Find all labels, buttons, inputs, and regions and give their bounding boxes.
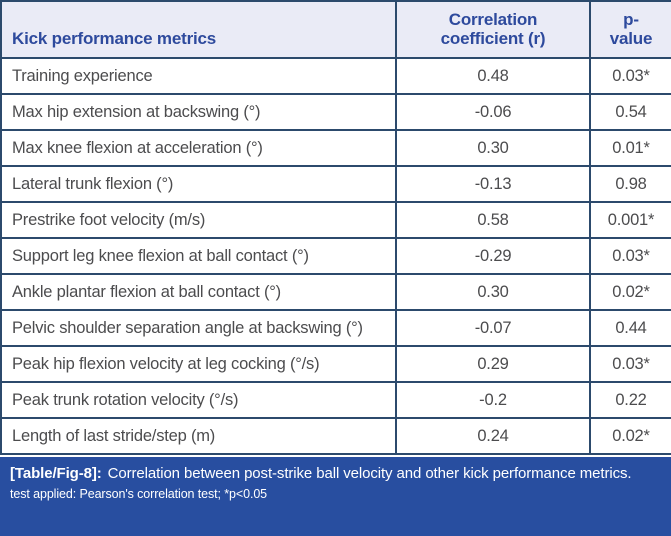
p-value-cell: 0.98 [589, 165, 671, 203]
p-value-cell: 0.03* [589, 57, 671, 95]
metric-cell: Ankle plantar flexion at ball contact (°… [0, 273, 397, 311]
caption-note: test applied: Pearson's correlation test… [10, 487, 268, 502]
metric-cell: Prestrike foot velocity (m/s) [0, 201, 397, 239]
metric-cell: Max knee flexion at acceleration (°) [0, 129, 397, 167]
header-correlation: Correlation coefficient (r) [395, 0, 591, 59]
metric-cell: Support leg knee flexion at ball contact… [0, 237, 397, 275]
table-row: Training experience 0.48 0.03* [0, 57, 671, 95]
table-row: Pelvic shoulder separation angle at back… [0, 309, 671, 347]
metric-cell: Pelvic shoulder separation angle at back… [0, 309, 397, 347]
r-value-cell: -0.2 [395, 381, 591, 419]
p-value-cell: 0.03* [589, 345, 671, 383]
r-value-cell: -0.07 [395, 309, 591, 347]
table-row: Support leg knee flexion at ball contact… [0, 237, 671, 275]
p-value-cell: 0.02* [589, 417, 671, 455]
caption-text-line: [Table/Fig-8]: Correlation between post-s… [10, 464, 661, 484]
p-value-cell: 0.44 [589, 309, 671, 347]
header-metric: Kick performance metrics [0, 0, 397, 59]
header-correlation-label: Correlation coefficient (r) [440, 10, 546, 48]
p-value-cell: 0.54 [589, 93, 671, 131]
r-value-cell: 0.30 [395, 129, 591, 167]
table-caption: [Table/Fig-8]: Correlation between post-s… [0, 457, 671, 536]
table-row: Lateral trunk flexion (°) -0.13 0.98 [0, 165, 671, 203]
table-row: Prestrike foot velocity (m/s) 0.58 0.001… [0, 201, 671, 239]
metric-cell: Max hip extension at backswing (°) [0, 93, 397, 131]
table-row: Peak hip flexion velocity at leg cocking… [0, 345, 671, 383]
metric-cell: Training experience [0, 57, 397, 95]
table-row: Max knee flexion at acceleration (°) 0.3… [0, 129, 671, 167]
metric-cell: Peak trunk rotation velocity (°/s) [0, 381, 397, 419]
table-row: Ankle plantar flexion at ball contact (°… [0, 273, 671, 311]
r-value-cell: 0.58 [395, 201, 591, 239]
r-value-cell: 0.24 [395, 417, 591, 455]
r-value-cell: 0.29 [395, 345, 591, 383]
caption-label: [Table/Fig-8]: [10, 465, 102, 482]
caption-text: Correlation between post-strike ball vel… [107, 465, 632, 482]
metric-cell: Peak hip flexion velocity at leg cocking… [0, 345, 397, 383]
r-value-cell: -0.29 [395, 237, 591, 275]
metric-cell: Length of last stride/step (m) [0, 417, 397, 455]
r-value-cell: 0.30 [395, 273, 591, 311]
header-row: Kick performance metrics Correlation coe… [0, 0, 671, 59]
table-row: Peak trunk rotation velocity (°/s) -0.2 … [0, 381, 671, 419]
table-row: Max hip extension at backswing (°) -0.06… [0, 93, 671, 131]
p-value-cell: 0.03* [589, 237, 671, 275]
header-pvalue-label: p-value [609, 10, 653, 48]
correlation-table: Kick performance metrics Correlation coe… [0, 0, 671, 455]
r-value-cell: 0.48 [395, 57, 591, 95]
r-value-cell: -0.13 [395, 165, 591, 203]
table-row: Length of last stride/step (m) 0.24 0.02… [0, 417, 671, 455]
p-value-cell: 0.001* [589, 201, 671, 239]
metric-cell: Lateral trunk flexion (°) [0, 165, 397, 203]
r-value-cell: -0.06 [395, 93, 591, 131]
p-value-cell: 0.02* [589, 273, 671, 311]
p-value-cell: 0.22 [589, 381, 671, 419]
header-pvalue: p-value [589, 0, 671, 59]
p-value-cell: 0.01* [589, 129, 671, 167]
